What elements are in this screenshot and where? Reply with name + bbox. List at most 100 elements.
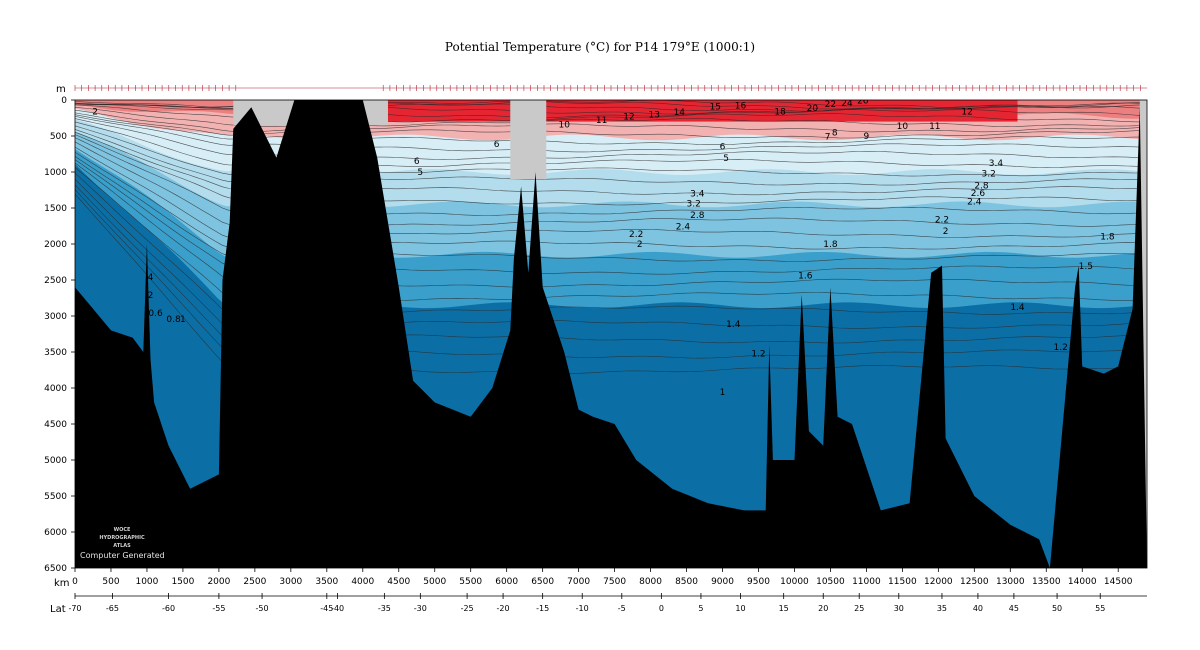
contour-label: 6 bbox=[720, 143, 726, 153]
latitude-tick-label: 40 bbox=[973, 604, 983, 613]
contour-label: 22 bbox=[825, 100, 836, 110]
contour-label: 3.2 bbox=[687, 200, 701, 210]
latitude-tick-label: -50 bbox=[256, 604, 269, 613]
depth-tick-label: 3500 bbox=[44, 348, 67, 358]
distance-tick-label: 7500 bbox=[603, 577, 626, 587]
contour-label: 8 bbox=[832, 128, 838, 138]
latitude-tick-label: -65 bbox=[106, 604, 119, 613]
distance-tick-label: 11000 bbox=[852, 577, 881, 587]
latitude-tick-label: -55 bbox=[212, 604, 225, 613]
contour-label: 1.8 bbox=[1100, 233, 1115, 243]
contour-label: 10 bbox=[558, 120, 570, 130]
depth-tick-label: 3000 bbox=[44, 312, 67, 322]
contour-label: 0.8 bbox=[166, 315, 181, 325]
distance-tick-label: 5000 bbox=[423, 577, 446, 587]
contour-label: 2 bbox=[943, 227, 949, 237]
latitude-tick-label: -30 bbox=[414, 604, 427, 613]
contour-label: 9 bbox=[864, 132, 870, 142]
contour-label: 13 bbox=[648, 110, 659, 120]
contour-label: 1.6 bbox=[798, 272, 813, 282]
distance-tick-label: 7000 bbox=[567, 577, 590, 587]
distance-tick-label: 2500 bbox=[243, 577, 266, 587]
distance-tick-label: 4500 bbox=[387, 577, 410, 587]
distance-tick-label: 14500 bbox=[1104, 577, 1133, 587]
latitude-tick-label: 55 bbox=[1095, 604, 1105, 613]
isotherm-contours bbox=[75, 100, 1147, 374]
distance-tick-label: 11500 bbox=[888, 577, 917, 587]
contour-label: 3.4 bbox=[989, 159, 1004, 169]
contour-label: 6 bbox=[494, 140, 500, 150]
depth-tick-label: 1500 bbox=[44, 204, 67, 214]
depth-tick-label: 4500 bbox=[44, 420, 67, 430]
latitude-tick-label: -20 bbox=[497, 604, 510, 613]
contour-label: 1.8 bbox=[823, 240, 838, 250]
contour-label: 16 bbox=[735, 102, 747, 112]
contour-label: 1.4 bbox=[726, 320, 741, 330]
contour-label: 2.6 bbox=[971, 189, 986, 199]
distance-unit-label: km bbox=[54, 578, 70, 589]
contour-label: 7 bbox=[825, 133, 831, 143]
watermark-line-3: ATLAS bbox=[113, 543, 131, 549]
contour-label: 4 bbox=[148, 273, 154, 283]
distance-tick-label: 14000 bbox=[1068, 577, 1097, 587]
distance-tick-label: 3000 bbox=[279, 577, 302, 587]
contour-label: 1.2 bbox=[1054, 343, 1068, 353]
distance-tick-label: 8500 bbox=[675, 577, 698, 587]
contour-label: 12 bbox=[961, 107, 972, 117]
distance-tick-label: 4000 bbox=[351, 577, 374, 587]
distance-tick-label: 12500 bbox=[960, 577, 989, 587]
distance-tick-label: 10000 bbox=[780, 577, 809, 587]
contour-label: 20 bbox=[807, 104, 819, 114]
contour-label: 24 bbox=[841, 99, 853, 109]
contour-label: 1 bbox=[180, 315, 186, 325]
distance-tick-label: 6000 bbox=[495, 577, 518, 587]
contour-label: 2.2 bbox=[629, 230, 643, 240]
distance-tick-label: 1500 bbox=[171, 577, 194, 587]
distance-tick-label: 1000 bbox=[135, 577, 158, 587]
distance-tick-label: 6500 bbox=[531, 577, 554, 587]
latitude-tick-label: -15 bbox=[536, 604, 549, 613]
distance-tick-label: 9500 bbox=[747, 577, 770, 587]
watermark-line-1: WOCE bbox=[114, 527, 131, 533]
latitude-tick-label: 10 bbox=[735, 604, 745, 613]
depth-tick-label: 0 bbox=[61, 96, 67, 106]
distance-tick-label: 12000 bbox=[924, 577, 953, 587]
contour-label: 18 bbox=[774, 107, 786, 117]
latitude-tick-label: -70 bbox=[68, 604, 81, 613]
latitude-axis-label: Lat bbox=[50, 604, 66, 615]
contour-label: 2 bbox=[92, 107, 98, 117]
latitude-tick-label: 35 bbox=[937, 604, 947, 613]
contour-label: 1 bbox=[720, 388, 726, 398]
contour-label: 2.4 bbox=[676, 223, 691, 233]
contour-label: 2 bbox=[637, 240, 643, 250]
contour-label: 5 bbox=[417, 168, 423, 178]
contour-label: 2.2 bbox=[935, 215, 949, 225]
depth-tick-label: 500 bbox=[50, 132, 67, 142]
distance-tick-label: 13500 bbox=[1032, 577, 1061, 587]
contour-label: 26 bbox=[857, 97, 869, 107]
distance-tick-label: 10500 bbox=[816, 577, 845, 587]
latitude-tick-label: -5 bbox=[618, 604, 626, 613]
depth-tick-label: 1000 bbox=[44, 168, 67, 178]
contour-label: 3.2 bbox=[982, 169, 996, 179]
contour-label: 10 bbox=[897, 122, 909, 132]
depth-tick-label: 2500 bbox=[44, 276, 67, 286]
latitude-tick-label: -25 bbox=[461, 604, 474, 613]
distance-tick-label: 8000 bbox=[639, 577, 662, 587]
latitude-tick-label: -10 bbox=[576, 604, 589, 613]
depth-axis: 0 500 1000 1500 2000 2500 3000 3500 4000 4500 5000… bbox=[44, 96, 75, 574]
distance-tick-label: 5500 bbox=[459, 577, 482, 587]
distance-axis: 0 500 1000 1500 2000 2500 3000 3500 4000 4500 5000… bbox=[72, 568, 1133, 587]
latitude-tick-label: 5 bbox=[698, 604, 703, 613]
chart-title: Potential Temperature (°C) for P14 179°E… bbox=[444, 40, 756, 54]
contour-label: 3.4 bbox=[690, 190, 705, 200]
contour-label: 11 bbox=[929, 122, 940, 132]
seafloor-bathymetry bbox=[75, 100, 1147, 568]
latitude-axis: -70 -65 -60 -55 -50 -45-40 -35 -30 -25 -20 -15 -10-… bbox=[68, 593, 1147, 613]
latitude-tick-label: 45 bbox=[1009, 604, 1019, 613]
depth-unit-label: m bbox=[56, 84, 66, 95]
latitude-tick-label: -40 bbox=[331, 604, 344, 613]
contour-label: 14 bbox=[674, 108, 686, 118]
